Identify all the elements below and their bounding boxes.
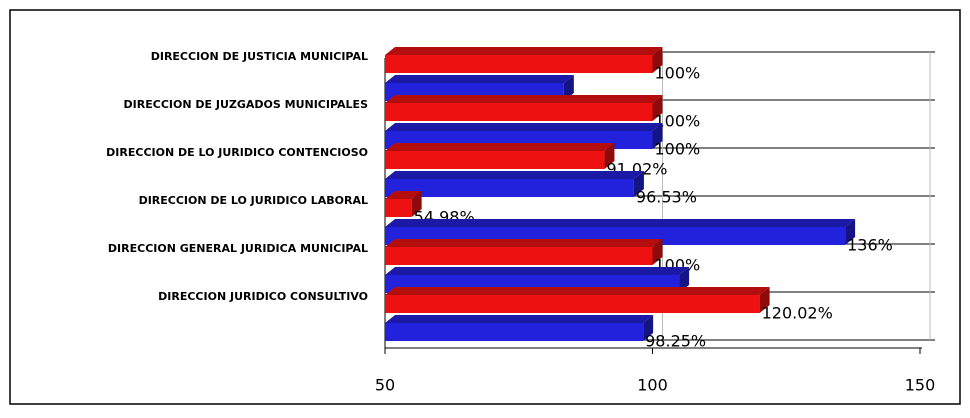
bar-side bbox=[679, 267, 690, 293]
bar-top bbox=[385, 143, 615, 151]
y-tick-label: DIRECCION JURIDICO CONSULTIVO bbox=[158, 290, 368, 303]
bar bbox=[385, 103, 653, 121]
bar-top bbox=[385, 267, 690, 275]
bar-side bbox=[643, 315, 654, 341]
x-tick-label: 100 bbox=[637, 376, 668, 395]
value-label: 100% bbox=[655, 140, 701, 159]
bar bbox=[385, 55, 653, 73]
value-label: 136% bbox=[847, 236, 893, 255]
bar-top bbox=[385, 171, 644, 179]
bar bbox=[385, 295, 760, 313]
bar-top bbox=[385, 47, 663, 55]
y-tick-label: DIRECCION DE LO JURIDICO CONTENCIOSO bbox=[106, 146, 368, 159]
bar bbox=[385, 247, 653, 265]
bar-side bbox=[652, 47, 663, 73]
bar-top bbox=[385, 239, 663, 247]
bar-side bbox=[411, 191, 422, 217]
bar-top bbox=[385, 287, 770, 295]
x-tick-label: 150 bbox=[905, 376, 936, 395]
bar bbox=[385, 179, 634, 197]
bar-top bbox=[385, 191, 422, 199]
x-tick-label: 50 bbox=[375, 376, 395, 395]
value-label: 96.53% bbox=[636, 188, 697, 207]
bar-top bbox=[385, 123, 663, 131]
bar bbox=[385, 199, 412, 217]
bar bbox=[385, 151, 605, 169]
value-label: 98.25% bbox=[645, 332, 706, 351]
y-tick-label: DIRECCION DE JUZGADOS MUNICIPALES bbox=[124, 98, 369, 111]
bar-side bbox=[759, 287, 770, 313]
y-tick-label: DIRECCION DE JUSTICIA MUNICIPAL bbox=[151, 50, 368, 63]
bar-top bbox=[385, 75, 574, 83]
bar-side bbox=[652, 123, 663, 149]
bar-side bbox=[604, 143, 615, 169]
bar-side bbox=[652, 95, 663, 121]
bar-side bbox=[652, 239, 663, 265]
bar-top bbox=[385, 315, 654, 323]
bar-side bbox=[563, 75, 574, 101]
bar bbox=[385, 323, 644, 341]
value-label: 100% bbox=[655, 112, 701, 131]
bar-side bbox=[633, 171, 644, 197]
value-label: 100% bbox=[655, 64, 701, 83]
bar-top bbox=[385, 95, 663, 103]
bar-top bbox=[385, 219, 856, 227]
value-label: 120.02% bbox=[762, 304, 833, 323]
y-tick-label: DIRECCION GENERAL JURIDICA MUNICIPAL bbox=[108, 242, 368, 255]
y-tick-label: DIRECCION DE LO JURIDICO LABORAL bbox=[139, 194, 368, 207]
bar-side bbox=[845, 219, 856, 245]
